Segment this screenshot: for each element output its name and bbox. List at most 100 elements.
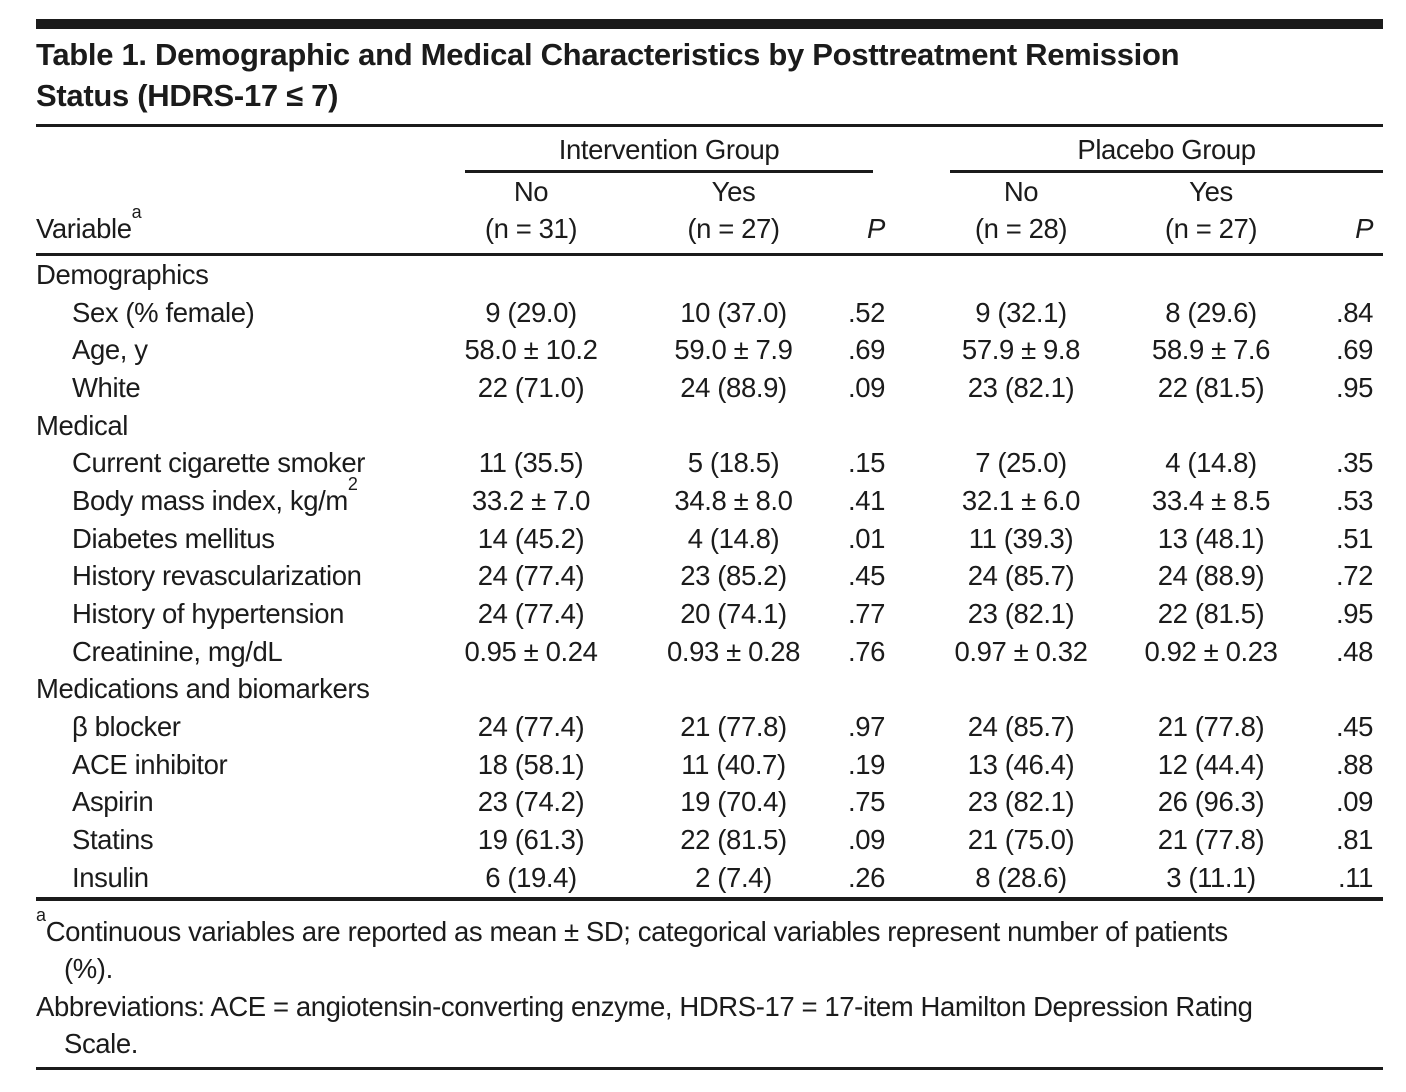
cell-value: 24 (85.7) bbox=[967, 711, 1075, 743]
cell-value: 57.9 ± 9.8 bbox=[961, 334, 1081, 366]
row-label: Body mass index, kg/m2 bbox=[72, 474, 358, 517]
top-bar bbox=[36, 19, 1383, 29]
p-value: .09 bbox=[847, 371, 885, 403]
cell-value: 21 (77.8) bbox=[680, 711, 787, 743]
table-row: Diabetes mellitus 14 (45.2) 4 (14.8) .01… bbox=[36, 520, 1383, 558]
cell-value: 8 (29.6) bbox=[1165, 296, 1257, 328]
table-row: White 22 (71.0) 24 (88.9) .09 23 (82.1) … bbox=[36, 369, 1383, 407]
row-label: Current cigarette smoker bbox=[72, 447, 366, 479]
cell-value: 24 (85.7) bbox=[967, 560, 1075, 592]
cell-value: 21 (75.0) bbox=[967, 824, 1075, 856]
characteristics-table: Intervention Group Placebo Group Variabl… bbox=[36, 127, 1384, 901]
cell-value: 18 (58.1) bbox=[477, 748, 585, 780]
section-row: Medical bbox=[36, 407, 1383, 445]
row-label: Insulin bbox=[36, 859, 436, 901]
bottom-rule bbox=[36, 1066, 1383, 1070]
p-value: .41 bbox=[847, 484, 885, 516]
group-header-row: Intervention Group Placebo Group bbox=[36, 127, 1384, 173]
p-value: .95 bbox=[1336, 598, 1374, 630]
p-value: .45 bbox=[847, 560, 885, 592]
row-label: Creatinine, mg/dL bbox=[72, 635, 283, 667]
cell-value: 59.0 ± 7.9 bbox=[674, 334, 793, 366]
row-label: Sex (% female) bbox=[72, 296, 255, 328]
cell-value: 13 (46.4) bbox=[967, 748, 1075, 780]
row-label: History of hypertension bbox=[72, 598, 345, 630]
table-row: Creatinine, mg/dL 0.95 ± 0.24 0.93 ± 0.2… bbox=[36, 633, 1383, 671]
p-value: .72 bbox=[1336, 560, 1374, 592]
cell-value: 0.97 ± 0.32 bbox=[954, 635, 1088, 667]
column-header-p-placebo: P bbox=[1291, 173, 1384, 256]
cell-value: 21 (77.8) bbox=[1157, 824, 1265, 856]
p-value: .77 bbox=[847, 598, 885, 630]
cell-value: 5 (18.5) bbox=[687, 447, 780, 479]
cell-value: 21 (77.8) bbox=[1157, 711, 1265, 743]
row-label: Aspirin bbox=[72, 786, 154, 818]
cell-value: 13 (48.1) bbox=[1157, 522, 1265, 554]
row-label: Age, y bbox=[72, 334, 148, 366]
p-value: .51 bbox=[1336, 522, 1374, 554]
column-header-p-intervention: P bbox=[841, 173, 911, 256]
row-label: β blocker bbox=[72, 711, 181, 743]
cell-value: 6 (19.4) bbox=[436, 859, 626, 901]
cell-value: 22 (81.5) bbox=[1157, 371, 1265, 403]
cell-value: 19 (70.4) bbox=[680, 786, 787, 818]
p-value: .09 bbox=[1336, 786, 1374, 818]
column-header-variable: Variablea bbox=[36, 173, 436, 256]
cell-value: 19 (61.3) bbox=[477, 824, 585, 856]
footnote-abbreviations: Abbreviations: ACE = angiotensin-convert… bbox=[36, 990, 1253, 1060]
cell-value: 11 (39.3) bbox=[968, 522, 1074, 554]
cell-value: 24 (77.4) bbox=[477, 598, 585, 630]
column-header-placebo-yes: Yes (n = 27) bbox=[1131, 173, 1291, 256]
cell-value: 33.2 ± 7.0 bbox=[471, 484, 591, 516]
section-row: Demographics bbox=[36, 255, 1383, 294]
table-row: Statins 19 (61.3) 22 (81.5) .09 21 (75.0… bbox=[36, 821, 1383, 859]
cell-value: 4 (14.8) bbox=[687, 522, 780, 554]
cell-value: 24 (77.4) bbox=[477, 560, 585, 592]
p-value: .01 bbox=[847, 522, 885, 554]
footnote-marker-a: a bbox=[36, 904, 46, 925]
column-header-row: Variablea No (n = 31) Yes (n = 27) P No (n … bbox=[36, 173, 1384, 256]
p-value: .97 bbox=[847, 711, 885, 743]
footnotes: aContinuous variables are reported as me… bbox=[36, 904, 1383, 1063]
cell-value: 23 (82.1) bbox=[967, 598, 1075, 630]
p-value: .81 bbox=[1336, 824, 1374, 856]
cell-value: 22 (71.0) bbox=[477, 371, 585, 403]
group-header-intervention: Intervention Group bbox=[465, 134, 873, 173]
cell-value: 2 (7.4) bbox=[626, 859, 841, 901]
cell-value: 3 (11.1) bbox=[1131, 859, 1291, 901]
p-value: .15 bbox=[847, 447, 885, 479]
p-value: .95 bbox=[1336, 371, 1374, 403]
p-value: .84 bbox=[1336, 296, 1374, 328]
row-label: White bbox=[72, 371, 141, 403]
table-row: Body mass index, kg/m2 33.2 ± 7.0 34.8 ±… bbox=[36, 474, 1383, 520]
cell-value: 14 (45.2) bbox=[477, 522, 585, 554]
cell-value: 10 (37.0) bbox=[680, 296, 787, 328]
p-value: .69 bbox=[847, 334, 885, 366]
row-label: Statins bbox=[72, 824, 154, 856]
title-line-2: Status (HDRS-17 ≤ 7) bbox=[36, 78, 339, 113]
p-value: .19 bbox=[847, 748, 885, 780]
p-value: .09 bbox=[847, 824, 885, 856]
table-row: ACE inhibitor 18 (58.1) 11 (40.7) .19 13… bbox=[36, 746, 1383, 784]
cell-value: 24 (88.9) bbox=[1157, 560, 1265, 592]
table-row: History revascularization 24 (77.4) 23 (… bbox=[36, 558, 1383, 596]
cell-value: 32.1 ± 6.0 bbox=[961, 484, 1081, 516]
row-label: ACE inhibitor bbox=[72, 748, 228, 780]
cell-value: 8 (28.6) bbox=[911, 859, 1131, 901]
cell-value: 26 (96.3) bbox=[1157, 786, 1265, 818]
row-label: History revascularization bbox=[72, 560, 362, 592]
cell-value: 24 (88.9) bbox=[680, 371, 787, 403]
p-value: .53 bbox=[1336, 484, 1374, 516]
cell-value: 11 (35.5) bbox=[478, 447, 584, 479]
cell-value: 23 (85.2) bbox=[680, 560, 787, 592]
cell-value: 4 (14.8) bbox=[1165, 447, 1257, 479]
p-value: .75 bbox=[847, 786, 885, 818]
p-value: .11 bbox=[1291, 859, 1384, 901]
table-row: Current cigarette smoker 11 (35.5) 5 (18… bbox=[36, 444, 1383, 482]
cell-value: 24 (77.4) bbox=[477, 711, 585, 743]
p-value: .76 bbox=[847, 635, 885, 667]
cell-value: 22 (81.5) bbox=[1157, 598, 1265, 630]
cell-value: 0.95 ± 0.24 bbox=[464, 635, 598, 667]
section-label: Medical bbox=[36, 409, 128, 441]
cell-value: 58.9 ± 7.6 bbox=[1151, 334, 1271, 366]
